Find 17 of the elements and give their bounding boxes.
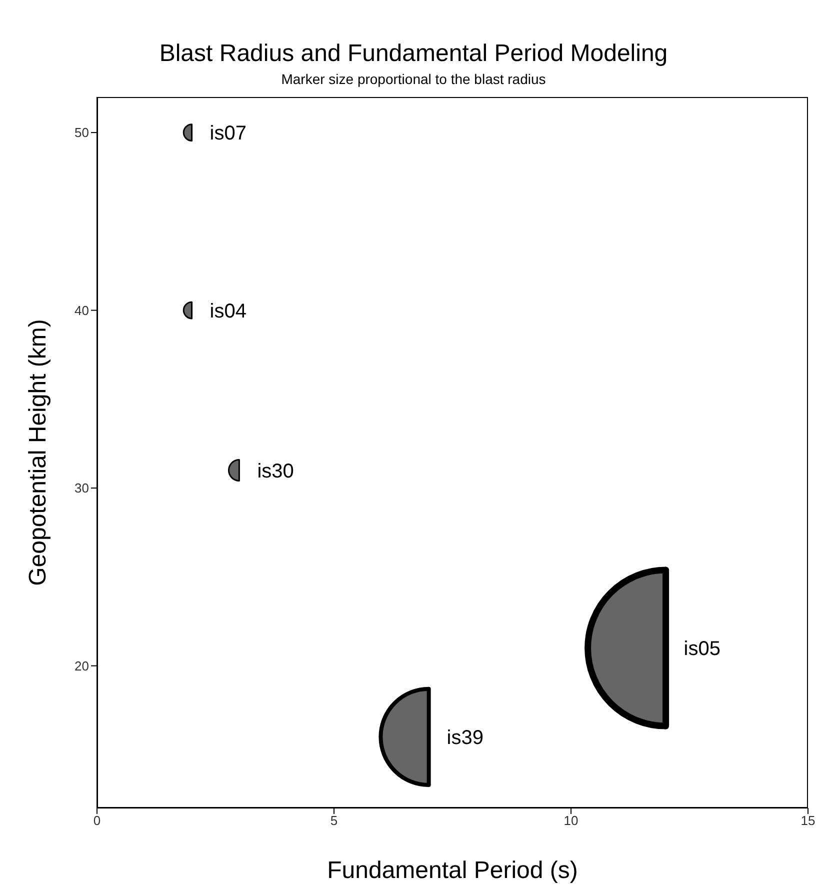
x-tick-label: 15 <box>800 813 816 828</box>
y-tick-label: 40 <box>74 302 89 318</box>
chart-title: Blast Radius and Fundamental Period Modeling <box>159 40 668 67</box>
y-tick-label: 30 <box>74 480 89 496</box>
annotation: is07 <box>210 122 247 145</box>
chart-subtitle: Marker size proportional to the blast radius <box>281 71 546 87</box>
y-tick-label: 20 <box>74 658 89 674</box>
x-axis-title: Fundamental Period (s) <box>327 857 578 884</box>
y-axis-title: Geopotential Height (km) <box>24 319 52 586</box>
annotation: is39 <box>446 727 484 749</box>
x-tick-label: 5 <box>330 813 338 828</box>
x-tick-label: 10 <box>564 813 578 828</box>
annotation: is05 <box>684 638 721 660</box>
annotation: is04 <box>210 300 247 322</box>
x-tick-label: 0 <box>93 813 101 828</box>
annotation: is30 <box>257 460 294 482</box>
y-tick-label: 50 <box>74 125 89 140</box>
